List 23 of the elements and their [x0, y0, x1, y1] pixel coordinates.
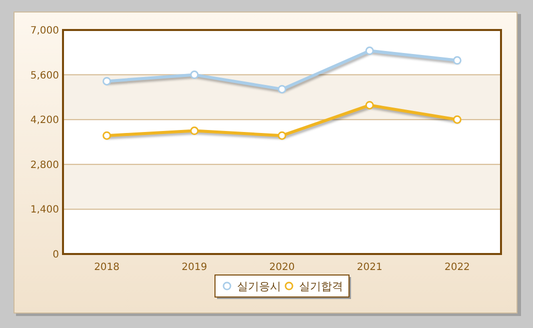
point: [278, 131, 286, 140]
point: [190, 70, 199, 80]
y-tick-label: 7,000: [30, 26, 59, 36]
legend-label: 실기응시: [237, 280, 281, 293]
y-tick-label: 1,400: [30, 204, 59, 216]
point: [102, 131, 112, 140]
legend-label: 실기합격: [299, 280, 343, 293]
x-tick-label: 2019: [182, 262, 208, 273]
point: [190, 126, 199, 136]
y-tick-label: 2,800: [30, 160, 59, 171]
x-tick-label: 2022: [444, 262, 470, 273]
y-tick-label: 5,600: [30, 70, 59, 82]
point: [102, 76, 112, 86]
y-tick-label: 0: [52, 250, 59, 260]
point: [452, 115, 462, 124]
point: [365, 100, 374, 110]
x-tick-label: 2018: [94, 262, 120, 273]
point: [278, 84, 286, 94]
x-tick-label: 2021: [356, 262, 382, 273]
x-tick-label: 2020: [269, 262, 295, 273]
point: [365, 46, 374, 56]
y-tick-label: 4,200: [30, 115, 59, 126]
point: [452, 56, 462, 65]
